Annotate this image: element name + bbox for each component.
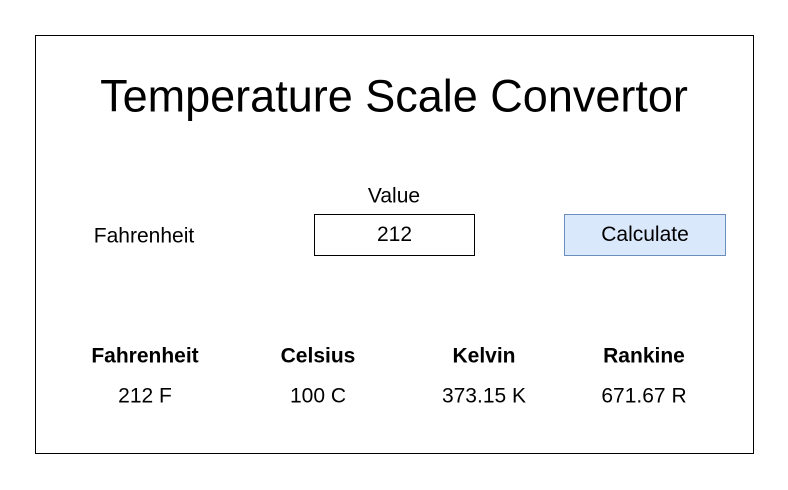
result-header: Fahrenheit [91, 344, 199, 368]
value-input[interactable] [314, 214, 475, 256]
converter-panel [35, 35, 754, 454]
calculate-button[interactable]: Calculate [564, 214, 726, 256]
result-value: 671.67 R [601, 384, 687, 408]
result-value: 373.15 K [441, 384, 527, 408]
page-title: Temperature Scale Convertor [100, 70, 688, 122]
value-label: Value [367, 184, 421, 208]
result-value: 100 C [289, 384, 347, 408]
result-header: Celsius [280, 344, 356, 368]
result-header: Rankine [603, 344, 685, 368]
input-scale-label: Fahrenheit [93, 224, 195, 248]
result-header: Kelvin [452, 344, 516, 368]
result-value: 212 F [118, 384, 172, 408]
